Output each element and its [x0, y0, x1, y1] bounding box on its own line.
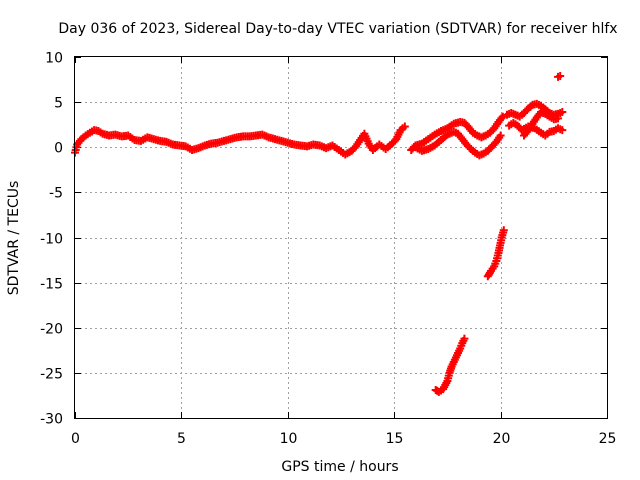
y-tick-label: -20 [40, 322, 63, 338]
series-outlier-high [554, 71, 565, 81]
series-drop-short [483, 226, 508, 281]
x-tick-label: 20 [493, 431, 511, 447]
data-point [558, 108, 567, 117]
y-tick-label: -10 [40, 232, 63, 248]
data-point [499, 226, 508, 235]
y-tick-label: -5 [49, 186, 63, 202]
data-point [496, 131, 505, 140]
y-tick-label: -30 [40, 412, 63, 428]
series-late-upper [502, 99, 567, 121]
data-point [460, 334, 469, 343]
data-points [71, 71, 567, 396]
y-tick-label: 5 [54, 96, 63, 112]
x-tick-labels: 0 5 10 15 20 25 [71, 431, 616, 447]
data-point [498, 112, 507, 121]
x-tick-label: 0 [71, 431, 80, 447]
series-drop-long [431, 334, 469, 396]
x-axis-label: GPS time / hours [281, 459, 398, 475]
chart-title: Day 036 of 2023, Sidereal Day-to-day VTE… [58, 21, 617, 37]
y-tick-label: 0 [54, 141, 63, 157]
data-point [558, 126, 567, 135]
y-tick-label: -15 [40, 277, 63, 293]
x-tick-label: 15 [386, 431, 404, 447]
x-tick-label: 10 [280, 431, 298, 447]
x-tick-label: 25 [599, 431, 617, 447]
x-tick-label: 5 [177, 431, 186, 447]
data-point [556, 71, 565, 80]
series-main-band [71, 122, 409, 159]
y-axis-label: SDTVAR / TECUs [6, 181, 22, 296]
data-point [400, 122, 409, 131]
y-tick-label: -25 [40, 367, 63, 383]
plot-frame [74, 56, 608, 419]
y-tick-labels: -30 -25 -20 -15 -10 -5 0 5 10 [40, 51, 63, 428]
series-lower-wave [411, 127, 505, 160]
series-late-middle [520, 108, 563, 140]
y-tick-label: 10 [45, 51, 63, 67]
data-point [554, 114, 563, 123]
